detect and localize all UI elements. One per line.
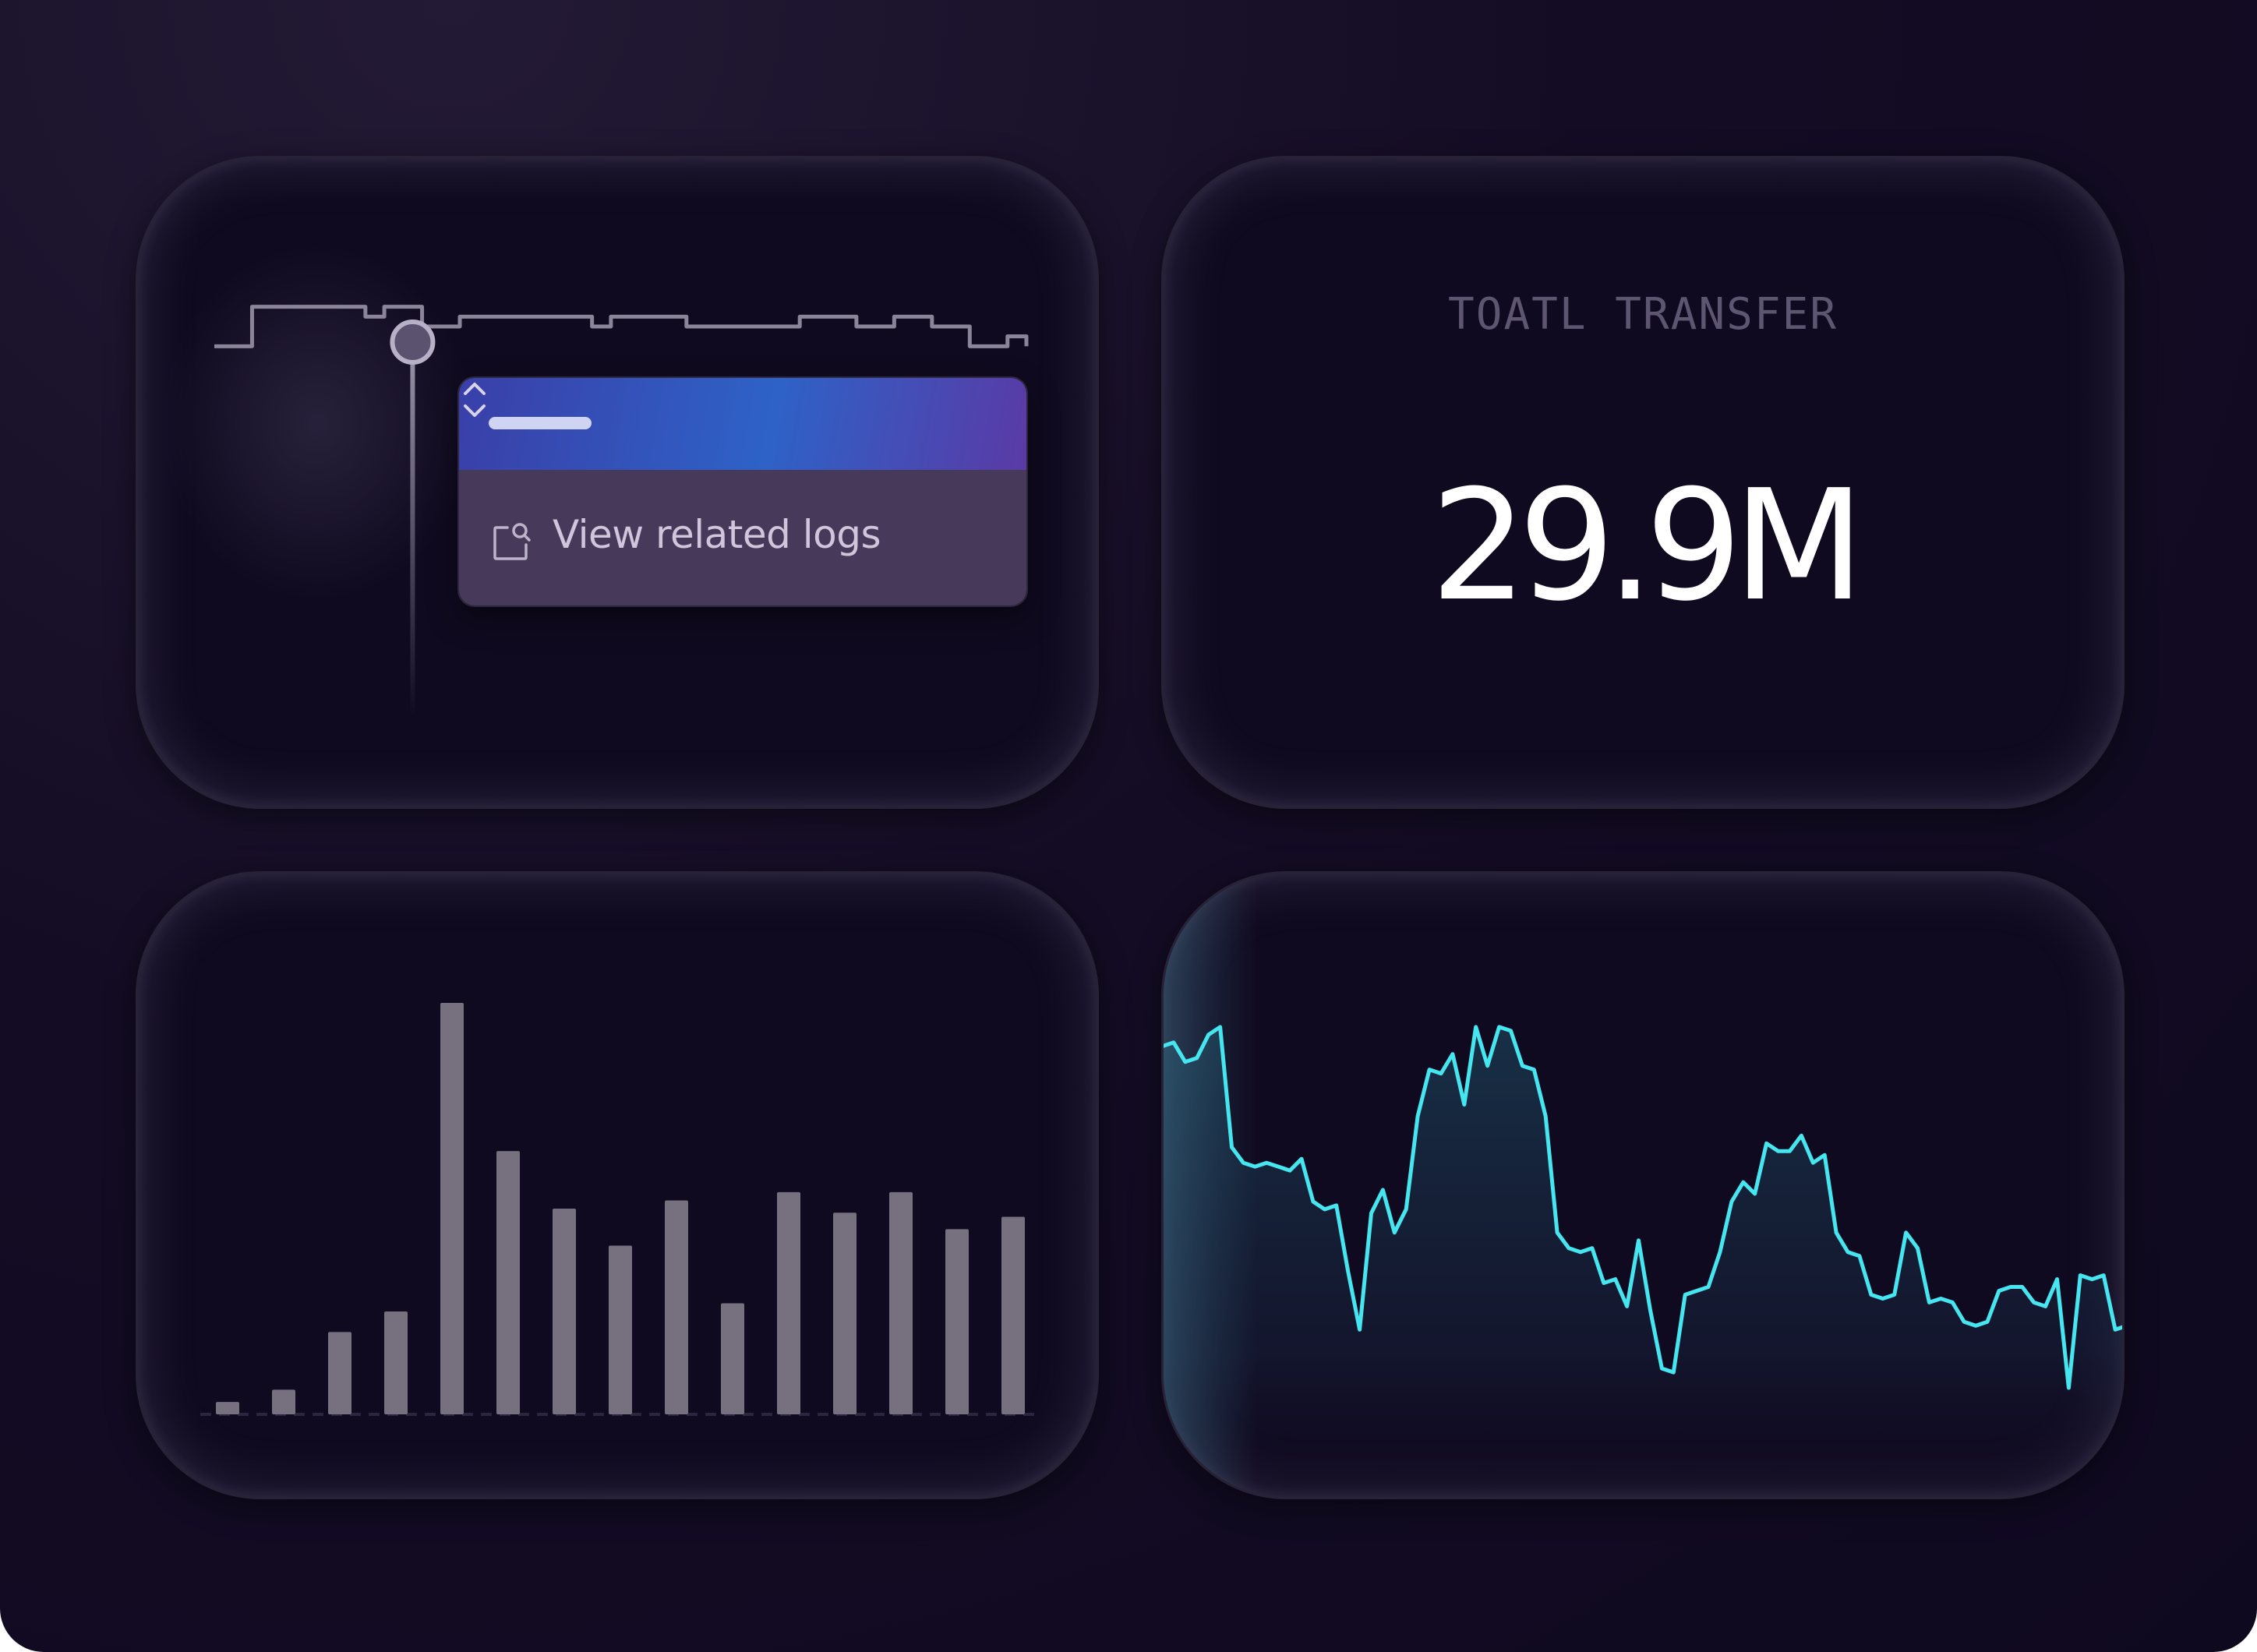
bar-1[interactable] xyxy=(272,1389,295,1414)
marker-glow xyxy=(161,244,473,602)
total-transfer-card: TOATL TRANSFER 29.9M xyxy=(1161,156,2125,809)
bar-6[interactable] xyxy=(553,1209,576,1414)
bar-7[interactable] xyxy=(609,1245,632,1414)
event-timeline-chart[interactable] xyxy=(138,158,1099,809)
bar-4[interactable] xyxy=(440,1003,464,1414)
popup-header[interactable] xyxy=(459,378,1026,470)
view-related-logs-button[interactable]: View related logs xyxy=(459,470,1026,605)
selection-cursor-line xyxy=(410,342,415,716)
bar-0[interactable] xyxy=(216,1402,239,1414)
area-chart-card xyxy=(1161,871,2125,1499)
bar-12[interactable] xyxy=(889,1191,913,1414)
bar-14[interactable] xyxy=(1001,1216,1025,1414)
bar-10[interactable] xyxy=(777,1191,800,1414)
bar-2[interactable] xyxy=(328,1332,351,1414)
search-document-icon xyxy=(493,523,531,560)
stat-value: 29.9M xyxy=(1430,457,1865,635)
timeline-series-line xyxy=(214,305,1029,348)
event-popup: View related logs xyxy=(457,376,1028,607)
area-series-line xyxy=(1164,1025,2122,1390)
bar-chart-card xyxy=(136,871,1099,1499)
chevron-up-down-icon[interactable] xyxy=(459,378,490,422)
selection-marker[interactable] xyxy=(390,319,436,365)
bar-chart[interactable] xyxy=(138,874,1099,1499)
area-left-glow xyxy=(1164,874,1257,1497)
event-timeline-card: View related logs xyxy=(136,156,1099,809)
bar-8[interactable] xyxy=(665,1200,688,1414)
bar-13[interactable] xyxy=(945,1229,969,1414)
view-related-logs-label: View related logs xyxy=(553,512,881,557)
area-chart[interactable] xyxy=(1164,874,2125,1499)
bar-9[interactable] xyxy=(721,1303,744,1414)
popup-title-placeholder xyxy=(489,417,592,429)
bar-5[interactable] xyxy=(496,1151,520,1414)
bar-11[interactable] xyxy=(833,1213,857,1414)
bar-3[interactable] xyxy=(384,1311,408,1414)
stat-label: TOATL TRANSFER xyxy=(1447,289,1838,340)
area-fill xyxy=(1164,1026,2122,1497)
